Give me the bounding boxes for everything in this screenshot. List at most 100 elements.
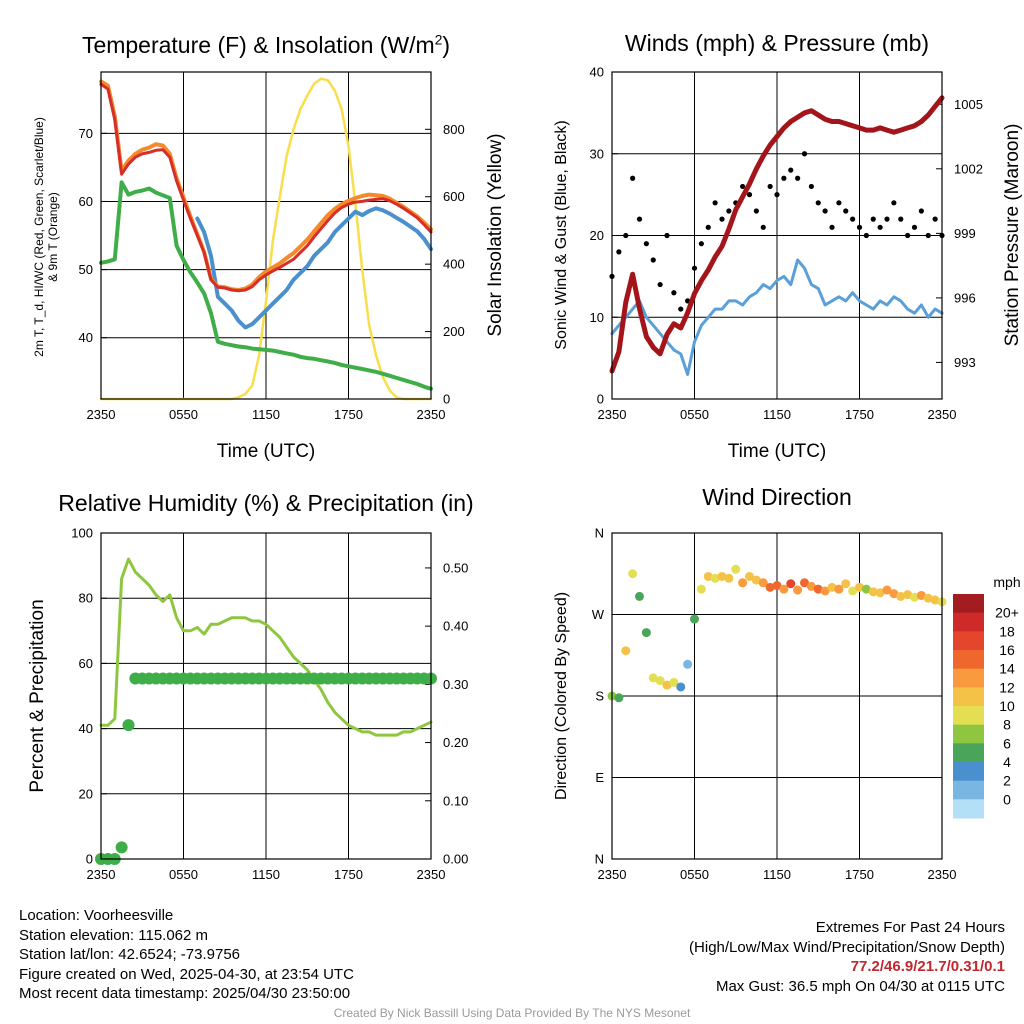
direction-point bbox=[827, 582, 837, 592]
gust-point bbox=[856, 224, 863, 230]
colorbar-swatch bbox=[953, 631, 984, 651]
y-right-tick-label: 993 bbox=[954, 355, 976, 370]
direction-point bbox=[923, 593, 933, 603]
colorbar-swatch bbox=[953, 687, 984, 707]
x-tick-label: 2350 bbox=[928, 867, 957, 882]
x-tick-label: 1750 bbox=[845, 407, 874, 422]
direction-point bbox=[758, 578, 768, 588]
direction-point bbox=[703, 571, 713, 581]
direction-point bbox=[614, 693, 624, 703]
gust-point bbox=[753, 208, 759, 214]
gust-point bbox=[918, 208, 924, 214]
colorbar-label: 12 bbox=[999, 679, 1015, 695]
x-tick-label: 1150 bbox=[763, 867, 791, 882]
direction-point bbox=[676, 682, 686, 692]
y-axis-title-line1: 2m T, T_d, HI/WC (Red, Green, Scarlet/Bl… bbox=[32, 117, 46, 357]
gust-point bbox=[822, 208, 828, 214]
colorbar-label: 16 bbox=[999, 642, 1015, 658]
x-tick-label: 2350 bbox=[598, 867, 627, 882]
x-tick-label: 1150 bbox=[252, 407, 280, 422]
series-dewpoint-line bbox=[99, 180, 433, 391]
direction-point bbox=[765, 582, 775, 592]
y-right-tick-label: 0.00 bbox=[443, 852, 468, 867]
colorbar-label: 8 bbox=[1003, 717, 1011, 733]
x-tick-label: 2350 bbox=[87, 407, 116, 422]
panel-2: 2350 0550 1150 1750 235001020304099399699910… bbox=[590, 65, 983, 423]
x-tick-label: 2350 bbox=[598, 407, 627, 422]
y-tick-label: 60 bbox=[79, 194, 93, 209]
direction-point bbox=[841, 579, 851, 589]
gust-point bbox=[808, 183, 814, 190]
location-text: Location: Voorheesville bbox=[19, 907, 174, 924]
gust-point bbox=[630, 175, 636, 181]
series-2m-temp-line bbox=[99, 82, 433, 293]
direction-point bbox=[793, 585, 803, 595]
x-tick-label: 1750 bbox=[334, 867, 363, 882]
y-right-axis-title: Station Pressure (Maroon) bbox=[1002, 124, 1023, 347]
y-axis-title: Sonic Wind & Gust (Blue, Black) bbox=[553, 120, 570, 349]
x-axis-title: Time (UTC) bbox=[728, 441, 827, 462]
x-tick-label: 0550 bbox=[169, 867, 198, 882]
gust-point bbox=[870, 216, 876, 222]
credit-text: Created By Nick Bassill Using Data Provi… bbox=[333, 1006, 691, 1020]
gust-point bbox=[657, 281, 663, 288]
gust-point bbox=[678, 306, 684, 312]
gust-point bbox=[774, 192, 780, 198]
precip-point bbox=[115, 841, 128, 854]
plot-frame bbox=[611, 71, 943, 400]
recent-data-text: Most recent data timestamp: 2025/04/30 2… bbox=[19, 985, 351, 1002]
direction-point bbox=[800, 578, 809, 588]
gust-point bbox=[781, 175, 787, 181]
latlon-text: Station lat/lon: 42.6524; -73.9756 bbox=[19, 946, 241, 963]
direction-point bbox=[813, 584, 823, 594]
chart-title-direction: Wind Direction bbox=[702, 484, 852, 510]
gust-point bbox=[898, 216, 904, 222]
panel-1: 2350 0550 1150 1750 2350 40 50 60 70 0 200 400 600 80… bbox=[79, 71, 465, 422]
y-tick-label: N bbox=[595, 526, 604, 541]
direction-point bbox=[696, 584, 706, 594]
gust-point bbox=[616, 249, 622, 255]
direction-point bbox=[779, 584, 789, 594]
colorbar-label: 4 bbox=[1003, 754, 1011, 770]
panel-3: 2350 0550 1150 1750 23500204060801000.000.10… bbox=[71, 526, 468, 883]
y-tick-label: 60 bbox=[79, 656, 93, 671]
direction-point bbox=[745, 571, 754, 581]
x-tick-label: 1750 bbox=[845, 867, 874, 882]
gust-point bbox=[795, 175, 801, 181]
gust-point bbox=[712, 200, 718, 206]
created-text: Figure created on Wed, 2025-04-30, at 23… bbox=[19, 965, 354, 983]
gust-point bbox=[705, 224, 711, 230]
direction-point bbox=[710, 573, 720, 583]
gust-point bbox=[905, 232, 911, 239]
colorbar-swatch bbox=[953, 612, 984, 632]
gust-point bbox=[671, 290, 677, 296]
direction-point bbox=[834, 584, 844, 594]
x-axis-title: Time (UTC) bbox=[217, 441, 316, 462]
direction-point bbox=[889, 589, 899, 599]
y-right-tick-label: 0.50 bbox=[443, 560, 468, 575]
x-tick-label: 2350 bbox=[417, 867, 446, 882]
gust-point bbox=[829, 224, 835, 230]
precip-point bbox=[122, 719, 135, 732]
y-tick-label: S bbox=[595, 689, 604, 704]
colorbar-swatch bbox=[953, 668, 984, 688]
x-tick-label: 1750 bbox=[334, 407, 363, 422]
colorbar-label: 6 bbox=[1003, 735, 1011, 751]
y-right-axis-title: Solar Insolation (Yellow) bbox=[485, 133, 506, 336]
series-windchill-line bbox=[195, 206, 433, 330]
plot-frame bbox=[100, 71, 432, 400]
direction-point bbox=[916, 590, 926, 600]
x-tick-label: 0550 bbox=[680, 407, 709, 422]
direction-point bbox=[641, 628, 651, 638]
direction-point bbox=[882, 585, 892, 595]
y-tick-label: 0 bbox=[86, 852, 93, 867]
y-tick-label: 40 bbox=[590, 65, 604, 80]
colorbar-swatch bbox=[953, 650, 984, 670]
direction-point bbox=[861, 584, 871, 594]
chart-title-temperature: Temperature (F) & Insolation (W/m2) bbox=[82, 32, 450, 58]
y-tick-label: 0 bbox=[597, 392, 604, 407]
y-tick-label: 30 bbox=[590, 146, 604, 161]
direction-point bbox=[731, 564, 741, 574]
direction-point bbox=[662, 680, 672, 690]
